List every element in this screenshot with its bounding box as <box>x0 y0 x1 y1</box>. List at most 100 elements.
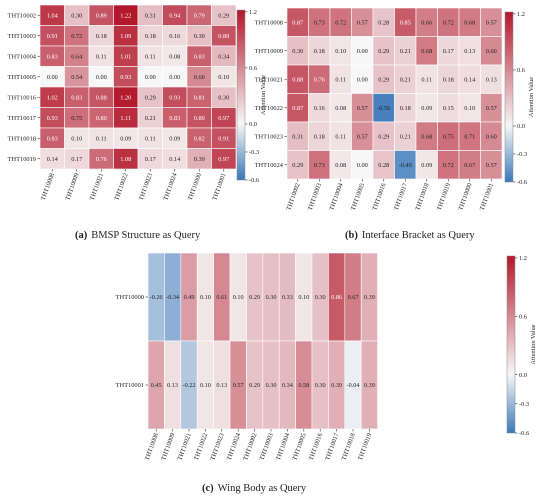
cell-value-label: 0.31 <box>145 12 156 19</box>
cell-value-label: 0.13 <box>486 76 497 83</box>
cell-value-label: 0.68 <box>421 48 432 55</box>
cell-value-label: 0.10 <box>464 105 475 112</box>
panel-caption: (b) Interface Bracket as Query <box>345 230 475 241</box>
cell-value-label: 0.66 <box>421 19 432 26</box>
cell-value-label: 0.18 <box>314 133 325 140</box>
cell-value-label: 0.68 <box>421 133 432 140</box>
cell-value-label: 0.34 <box>282 382 293 389</box>
cell-value-label: 0.11 <box>145 53 156 60</box>
cell-value-label: 0.00 <box>357 162 368 169</box>
colorbar-tick-label: 0.6 <box>249 65 257 72</box>
cell-value-label: 0.00 <box>47 74 58 81</box>
cell-value-label: 0.29 <box>249 382 260 389</box>
cell-value-label: 0.60 <box>486 48 497 55</box>
cell-value-label: 0.28 <box>378 162 389 169</box>
colorbar-tick-label: 1.2 <box>519 255 527 262</box>
colorbar-tick-label: -0.6 <box>517 179 527 186</box>
row-label: THT10021 <box>255 76 283 83</box>
cell-value-label: 0.11 <box>96 135 107 142</box>
cell-value-label: 0.57 <box>486 105 497 112</box>
cell-value-label: 0.73 <box>314 162 325 169</box>
panel-caption: (c) Wing Body as Query <box>202 483 307 494</box>
colorbar-tick-label: -0.3 <box>249 149 259 156</box>
cell-value-label: 0.30 <box>218 94 229 101</box>
cell-value-label: 0.71 <box>464 133 475 140</box>
cell-value-label: 0.21 <box>400 76 411 83</box>
cell-value-label: 0.57 <box>357 133 368 140</box>
cell-value-label: 0.11 <box>96 53 107 60</box>
colorbar-tick-label: 0.0 <box>249 121 257 128</box>
cell-value-label: 1.09 <box>120 33 131 40</box>
cell-value-label: 0.10 <box>200 294 211 301</box>
colorbar-tick-label: 0.0 <box>519 372 527 379</box>
cell-value-label: 0.09 <box>169 135 180 142</box>
cell-value-label: 0.72 <box>71 33 82 40</box>
cell-value-label: 0.08 <box>335 162 346 169</box>
cell-value-label: 0.93 <box>169 94 180 101</box>
cell-value-label: 0.29 <box>145 94 156 101</box>
cell-value-label: 0.72 <box>443 19 454 26</box>
colorbar <box>504 11 514 183</box>
cell-value-label: 0.94 <box>169 12 181 19</box>
cell-value-label: 0.13 <box>167 382 178 389</box>
row-label: THT10008 <box>255 19 283 26</box>
colorbar-tick-label: 1.2 <box>517 11 525 18</box>
colorbar-tick-label: 0.6 <box>519 313 527 320</box>
col-label: THT10004 <box>328 182 345 212</box>
cell-value-label: 0.68 <box>464 19 475 26</box>
colorbar-tick-label: -0.6 <box>519 430 529 437</box>
cell-value-label: 0.30 <box>315 382 326 389</box>
col-label: THT10024 <box>226 432 243 462</box>
row-label: THT10005 <box>8 74 36 81</box>
colorbar <box>236 9 246 181</box>
col-label: THT10004 <box>275 432 292 462</box>
col-label: THT10017 <box>324 432 341 462</box>
cell-value-label: 0.83 <box>47 135 58 142</box>
cell-value-label: -0.22 <box>183 382 196 389</box>
colorbar <box>506 255 516 434</box>
cell-value-label: 0.57 <box>357 105 368 112</box>
col-label: THT10018 <box>341 432 357 461</box>
cell-value-label: 1.20 <box>120 94 131 101</box>
cell-value-label: 0.57 <box>486 162 497 169</box>
cell-value-label: 0.29 <box>378 133 389 140</box>
cell-value-label: 0.83 <box>71 94 82 101</box>
cell-value-label: 0.15 <box>443 105 454 112</box>
row-label: THT10023 <box>255 133 283 140</box>
row-label: THT10022 <box>255 105 283 112</box>
cell-value-label: 0.82 <box>194 135 205 142</box>
cell-value-label: 0.83 <box>194 53 205 60</box>
col-label: THT10018 <box>414 182 430 211</box>
cell-value-label: 0.30 <box>315 294 326 301</box>
colorbar-tick-label: -0.6 <box>249 177 259 184</box>
cell-value-label: 0.91 <box>218 135 229 142</box>
cell-value-label: 0.10 <box>71 135 82 142</box>
cell-value-label: 0.10 <box>218 74 229 81</box>
col-label: THT10022 <box>113 172 129 201</box>
cell-value-label: 0.14 <box>464 76 476 83</box>
cell-value-label: 0.00 <box>357 48 368 55</box>
cell-value-label: 0.17 <box>443 48 454 55</box>
cell-value-label: 0.14 <box>169 156 181 163</box>
row-label: THT10018 <box>8 135 36 142</box>
colorbar-label: Attention Value <box>530 324 537 364</box>
cell-value-label: 0.97 <box>218 115 229 122</box>
cell-value-label: -0.34 <box>166 294 179 301</box>
cell-value-label: 0.34 <box>218 53 230 60</box>
cell-value-label: 1.22 <box>120 12 131 19</box>
heatmap-panel-c: -0.26 -0.34 0.49 0.10 0.61 0.10 0.29 0.30 0.33 0.… <box>116 252 537 494</box>
cell-value-label: 0.58 <box>298 382 309 389</box>
cell-value-label: 0.75 <box>443 133 454 140</box>
col-label: THT10022 <box>193 432 209 461</box>
cell-value-label: 0.11 <box>421 76 432 83</box>
cell-value-label: 0.11 <box>335 76 346 83</box>
cell-value-label: 0.80 <box>96 115 107 122</box>
cell-value-label: 0.00 <box>145 74 156 81</box>
cell-value-label: -0.49 <box>399 162 412 169</box>
cell-value-label: 0.64 <box>71 53 83 60</box>
cell-value-label: 0.00 <box>96 74 107 81</box>
cell-value-label: 1.01 <box>120 53 131 60</box>
cell-value-label: 0.08 <box>335 105 346 112</box>
cell-value-label: 0.18 <box>314 48 325 55</box>
row-label: THT10004 <box>8 53 37 60</box>
